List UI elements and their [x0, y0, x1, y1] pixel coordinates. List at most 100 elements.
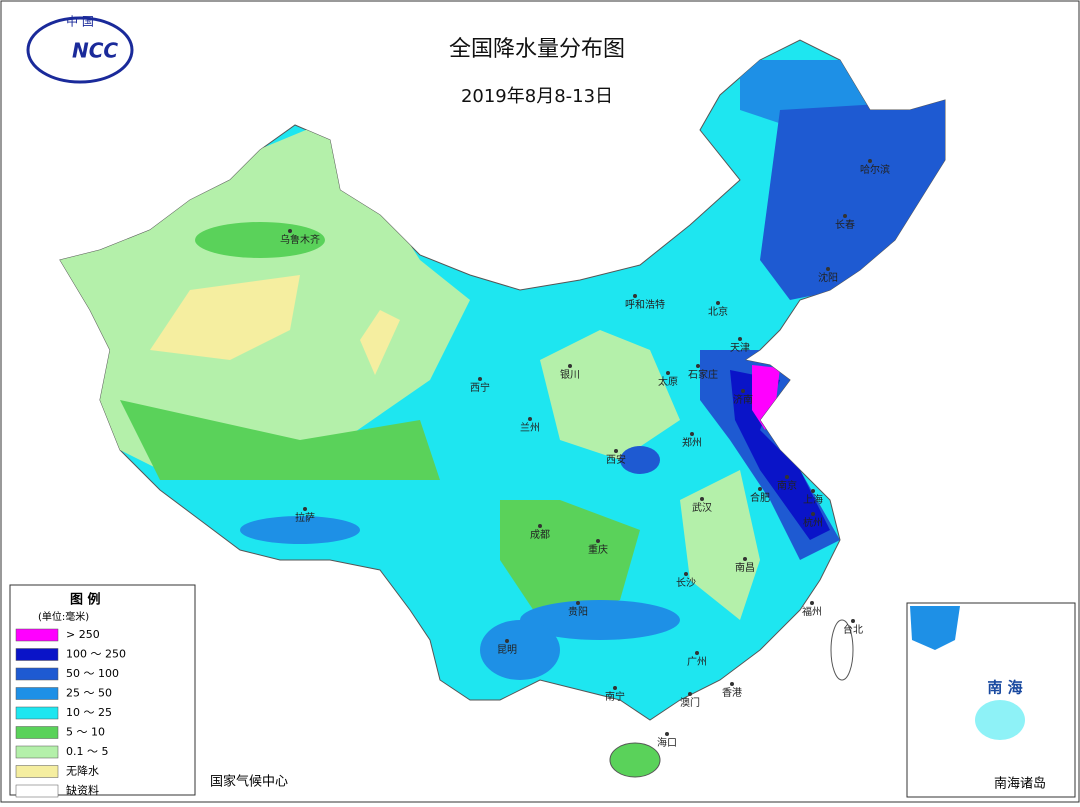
city-label: 南昌 [735, 561, 755, 574]
legend-swatch [15, 667, 59, 681]
legend-swatch [15, 784, 59, 798]
logo-mark: NCC [72, 39, 118, 63]
city-label: 重庆 [588, 543, 608, 556]
city-label: 南宁 [605, 690, 625, 703]
city-label: 郑州 [682, 436, 702, 449]
city-dot [700, 497, 704, 501]
city-dot [738, 337, 742, 341]
subtitle: 2019年8月8-13日 [461, 86, 613, 107]
legend-label: 10 ～ 25 [66, 706, 112, 719]
city-dot [741, 389, 745, 393]
inset-caption: 南海诸岛 [994, 776, 1046, 792]
city-dot [826, 267, 830, 271]
city-label: 合肥 [750, 491, 770, 504]
legend: 图 例 (单位:毫米) > 250 100 ～ 250 50 ～ 100 25 ～ 5… [9, 584, 196, 798]
city-dot [538, 524, 542, 528]
city-dot [665, 732, 669, 736]
legend-label: 无降水 [66, 764, 99, 778]
city-label: 长春 [835, 219, 855, 231]
legend-label: > 250 [66, 628, 100, 641]
city-label: 银川 [560, 368, 580, 381]
city-dot [716, 301, 720, 305]
city-dot [666, 371, 670, 375]
city-label: 贵阳 [568, 605, 588, 618]
city-dot [811, 489, 815, 493]
city-dot [505, 639, 509, 643]
city-label: 石家庄 [688, 368, 718, 381]
city-label: 成都 [530, 529, 550, 541]
city-dot [528, 417, 532, 421]
city-dot [688, 692, 692, 696]
city-dot [730, 682, 734, 686]
legend-swatch [15, 765, 59, 778]
city-label: 哈尔滨 [860, 163, 890, 176]
city-label: 南京 [777, 479, 797, 492]
footer: 国家气候中心 [210, 774, 288, 790]
city-dot [785, 475, 789, 479]
city-dot [596, 539, 600, 543]
city-label: 北京 [708, 305, 728, 318]
legend-label: 5 ～ 10 [66, 726, 105, 739]
legend-swatch [15, 745, 59, 759]
city-label: 济南 [733, 393, 753, 406]
city-dot [695, 651, 699, 655]
city-label: 长沙 [676, 577, 696, 589]
city-label: 呼和浩特 [625, 299, 665, 311]
city-label: 沈阳 [818, 271, 838, 284]
legend-swatch [15, 648, 59, 661]
city-label: 西安 [606, 453, 626, 466]
city-dot [811, 512, 815, 516]
legend-swatch [15, 706, 59, 720]
legend-swatch [15, 726, 59, 739]
city-dot [576, 601, 580, 605]
title: 全国降水量分布图 [449, 37, 625, 62]
city-dot [568, 364, 572, 368]
legend-swatch [15, 628, 59, 642]
legend-unit: (单位:毫米) [38, 610, 89, 623]
legend-label: 0.1 ～ 5 [66, 745, 109, 758]
city-label: 西宁 [470, 381, 490, 394]
city-dot [851, 619, 855, 623]
city-dot [303, 507, 307, 511]
legend-label: 100 ～ 250 [66, 648, 126, 661]
city-dot [810, 601, 814, 605]
city-label: 福州 [802, 605, 822, 618]
city-dot [696, 364, 700, 368]
city-dot [690, 432, 694, 436]
city-dot [614, 449, 618, 453]
city-label: 杭州 [803, 516, 823, 529]
city-label: 台北 [843, 623, 863, 636]
city-dot [478, 377, 482, 381]
city-label: 兰州 [520, 421, 540, 434]
south-china-sea-inset: 南 海 南海诸岛 [906, 602, 1076, 798]
city-label: 香港 [722, 687, 742, 699]
inset-sea-label: 南 海 [987, 679, 1022, 697]
city-dot [743, 557, 747, 561]
legend-label: 50 ～ 100 [66, 667, 119, 680]
city-label: 昆明 [497, 644, 517, 656]
city-label: 太原 [658, 375, 678, 388]
city-label: 广州 [687, 656, 707, 668]
legend-title: 图 例 [70, 592, 101, 608]
legend-label: 25 ～ 50 [66, 687, 112, 700]
city-dot [633, 294, 637, 298]
city-labels: 乌鲁木齐 哈尔滨 长春 沈阳 呼和浩特 北京 天津 石家庄 太原 济南 银川 西… [280, 159, 890, 749]
city-label: 拉萨 [295, 511, 315, 524]
city-dot [684, 572, 688, 576]
legend-label: 缺资料 [66, 783, 99, 797]
city-dot [758, 487, 762, 491]
city-dot [843, 214, 847, 218]
city-dot [613, 686, 617, 690]
logo-top: 中 国 [66, 14, 94, 29]
city-dot [288, 229, 292, 233]
legend-swatch [15, 687, 59, 700]
city-dot [868, 159, 872, 163]
logo: 中 国 NCC [26, 14, 134, 84]
city-label: 澳门 [680, 696, 700, 709]
city-label: 武汉 [692, 501, 712, 514]
city-label: 海口 [657, 736, 677, 749]
city-label: 乌鲁木齐 [280, 233, 320, 246]
precipitation-map [59, 39, 946, 778]
city-label: 天津 [730, 342, 750, 354]
